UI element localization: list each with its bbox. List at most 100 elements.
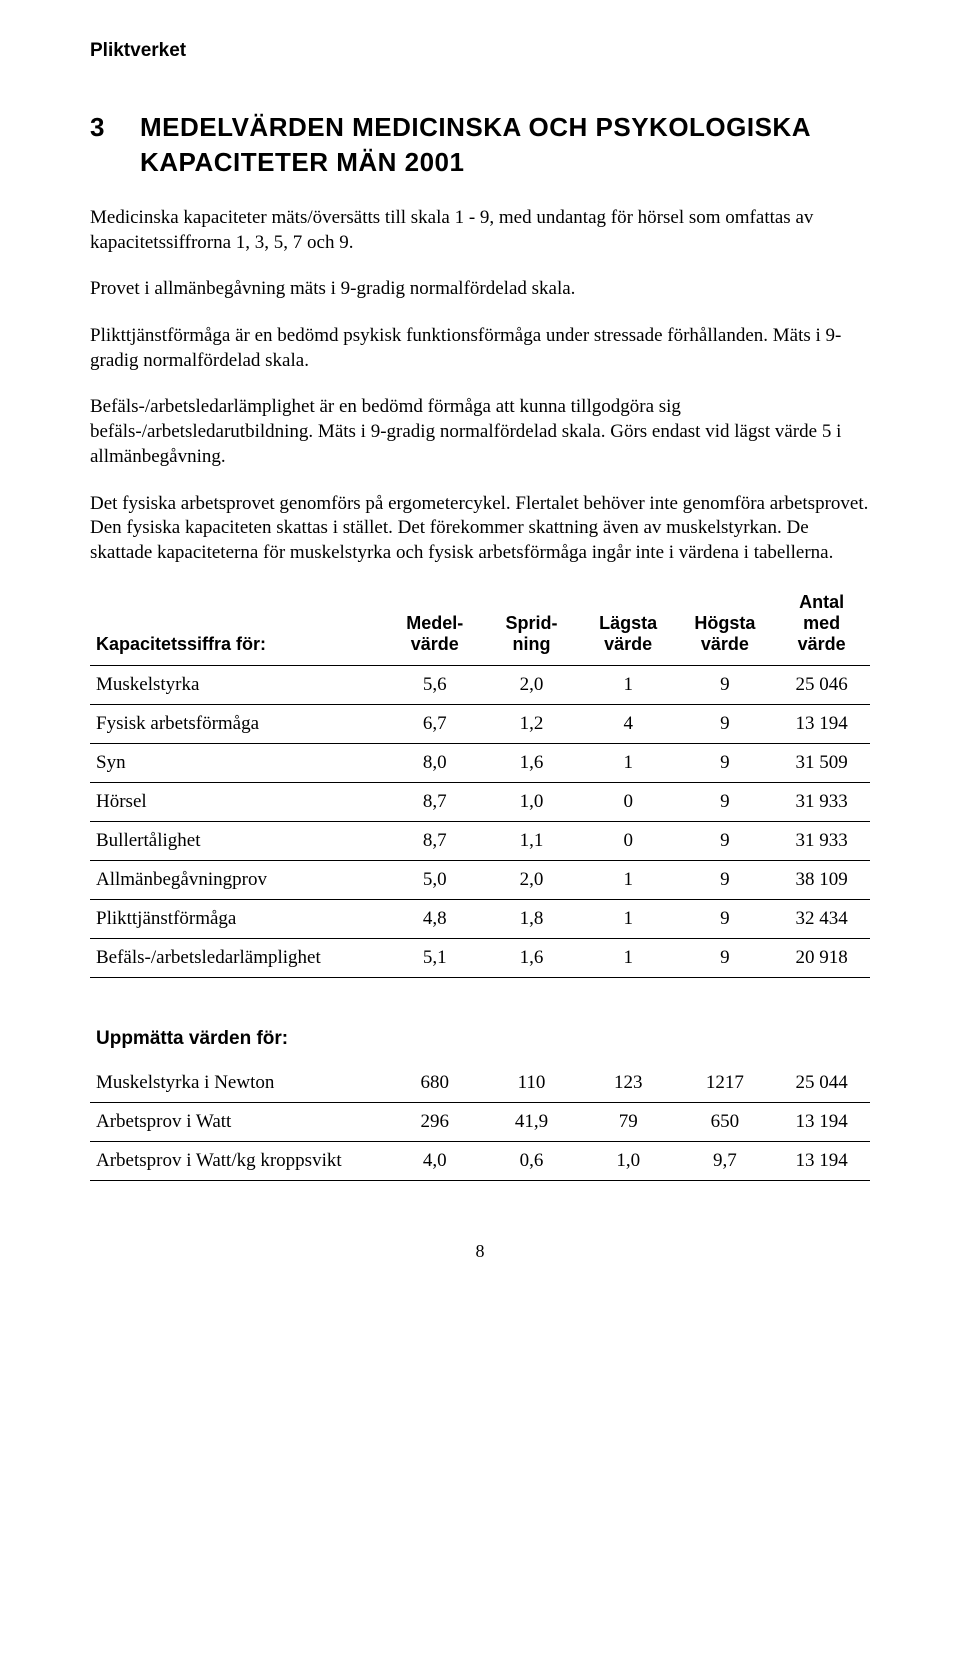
cell: 9,7 <box>677 1141 774 1180</box>
section-title-2: KAPACITETER MÄN 2001 <box>140 147 870 178</box>
section-title-1: MEDELVÄRDEN MEDICINSKA OCH PSYKOLOGISKA <box>140 112 811 143</box>
cell: 110 <box>483 1064 580 1103</box>
cell: 13 194 <box>773 704 870 743</box>
paragraph: Plikttjänstförmåga är en bedömd psykisk … <box>90 324 870 373</box>
table-row: Arbetsprov i Watt 296 41,9 79 650 13 194 <box>90 1102 870 1141</box>
cell: 8,7 <box>386 821 483 860</box>
paragraph: Provet i allmänbegåvning mäts i 9-gradig… <box>90 277 870 302</box>
cell: 1,1 <box>483 821 580 860</box>
cell: 2,0 <box>483 860 580 899</box>
col-header-label: Kapacitetssiffra för: <box>90 588 386 666</box>
cell: 1217 <box>677 1064 774 1103</box>
table-header-row: Kapacitetssiffra för: Medel- värde Sprid… <box>90 588 870 666</box>
cell: 1,6 <box>483 743 580 782</box>
cell: 5,6 <box>386 665 483 704</box>
cell: 1 <box>580 938 677 977</box>
cell: 4 <box>580 704 677 743</box>
cell: 4,8 <box>386 899 483 938</box>
cell: 13 194 <box>773 1102 870 1141</box>
row-label: Arbetsprov i Watt/kg kroppsvikt <box>90 1141 386 1180</box>
table-row: Fysisk arbetsförmåga 6,7 1,2 4 9 13 194 <box>90 704 870 743</box>
row-label: Syn <box>90 743 386 782</box>
cell: 1,8 <box>483 899 580 938</box>
agency-header: Pliktverket <box>90 40 870 62</box>
cell: 25 046 <box>773 665 870 704</box>
cell: 31 509 <box>773 743 870 782</box>
col-header: Högsta värde <box>677 588 774 666</box>
cell: 9 <box>677 938 774 977</box>
cell: 6,7 <box>386 704 483 743</box>
col-header: Lägsta värde <box>580 588 677 666</box>
col-header-text: Högsta <box>694 613 755 633</box>
col-header-text: värde <box>701 634 749 654</box>
row-label: Muskelstyrka i Newton <box>90 1064 386 1103</box>
paragraph: Befäls-/arbetsledarlämplighet är en bedö… <box>90 395 870 469</box>
row-label: Bullertålighet <box>90 821 386 860</box>
row-label: Arbetsprov i Watt <box>90 1102 386 1141</box>
col-header-text: värde <box>411 634 459 654</box>
cell: 8,7 <box>386 782 483 821</box>
cell: 5,0 <box>386 860 483 899</box>
table-row: Hörsel 8,7 1,0 0 9 31 933 <box>90 782 870 821</box>
cell: 9 <box>677 743 774 782</box>
cell: 1 <box>580 665 677 704</box>
cell: 9 <box>677 665 774 704</box>
table-row: Muskelstyrka 5,6 2,0 1 9 25 046 <box>90 665 870 704</box>
col-header-text: med värde <box>798 613 846 654</box>
cell: 79 <box>580 1102 677 1141</box>
cell: 5,1 <box>386 938 483 977</box>
paragraph: Det fysiska arbetsprovet genomförs på er… <box>90 492 870 566</box>
row-label: Befäls-/arbetsledarlämplighet <box>90 938 386 977</box>
table-row: Muskelstyrka i Newton 680 110 123 1217 2… <box>90 1064 870 1103</box>
cell: 1 <box>580 899 677 938</box>
table-row: Syn 8,0 1,6 1 9 31 509 <box>90 743 870 782</box>
cell: 296 <box>386 1102 483 1141</box>
cell: 31 933 <box>773 821 870 860</box>
col-header-text: värde <box>604 634 652 654</box>
table-row: Befäls-/arbetsledarlämplighet 5,1 1,6 1 … <box>90 938 870 977</box>
cell: 9 <box>677 782 774 821</box>
cell: 0 <box>580 821 677 860</box>
table-subheader-row: Uppmätta värden för: <box>90 977 870 1064</box>
col-header-text: Medel- <box>406 613 463 633</box>
col-header-text: Antal <box>799 592 844 612</box>
cell: 1,0 <box>483 782 580 821</box>
cell: 31 933 <box>773 782 870 821</box>
page-number: 8 <box>90 1241 870 1262</box>
cell: 38 109 <box>773 860 870 899</box>
table-row: Allmänbegåvningprov 5,0 2,0 1 9 38 109 <box>90 860 870 899</box>
cell: 1 <box>580 860 677 899</box>
cell: 8,0 <box>386 743 483 782</box>
col-header: Antal med värde <box>773 588 870 666</box>
paragraph: Medicinska kapaciteter mäts/översätts ti… <box>90 206 870 255</box>
cell: 41,9 <box>483 1102 580 1141</box>
subheader-label: Uppmätta värden för: <box>90 977 386 1064</box>
cell: 25 044 <box>773 1064 870 1103</box>
cell: 650 <box>677 1102 774 1141</box>
col-header: Medel- värde <box>386 588 483 666</box>
cell: 1,6 <box>483 938 580 977</box>
section-title-line: 3 MEDELVÄRDEN MEDICINSKA OCH PSYKOLOGISK… <box>90 112 870 143</box>
col-header-text: Lägsta <box>599 613 657 633</box>
cell: 13 194 <box>773 1141 870 1180</box>
col-header-text: Sprid- <box>505 613 557 633</box>
col-header-text: Kapacitetssiffra för: <box>96 634 266 654</box>
cell: 0,6 <box>483 1141 580 1180</box>
cell: 0 <box>580 782 677 821</box>
cell: 20 918 <box>773 938 870 977</box>
cell: 4,0 <box>386 1141 483 1180</box>
cell: 680 <box>386 1064 483 1103</box>
cell: 9 <box>677 899 774 938</box>
row-label: Allmänbegåvningprov <box>90 860 386 899</box>
cell: 32 434 <box>773 899 870 938</box>
cell: 9 <box>677 860 774 899</box>
table-row: Bullertålighet 8,7 1,1 0 9 31 933 <box>90 821 870 860</box>
table-row: Arbetsprov i Watt/kg kroppsvikt 4,0 0,6 … <box>90 1141 870 1180</box>
table-row: Plikttjänstförmåga 4,8 1,8 1 9 32 434 <box>90 899 870 938</box>
row-label: Hörsel <box>90 782 386 821</box>
cell: 1 <box>580 743 677 782</box>
cell: 1,0 <box>580 1141 677 1180</box>
cell: 1,2 <box>483 704 580 743</box>
col-header: Sprid- ning <box>483 588 580 666</box>
document-page: Pliktverket 3 MEDELVÄRDEN MEDICINSKA OCH… <box>0 0 960 1312</box>
